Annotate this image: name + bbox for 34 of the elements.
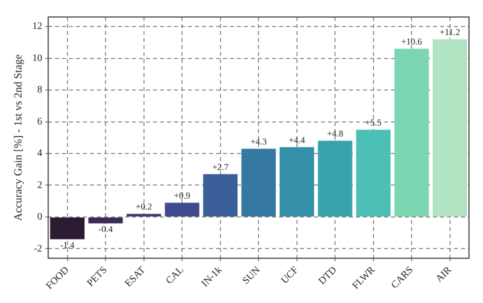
bar: [50, 217, 85, 240]
bar: [88, 217, 123, 224]
data-label: +5.5: [365, 118, 382, 128]
y-tick-label: 0: [37, 212, 42, 223]
data-label: +4.3: [250, 136, 268, 147]
data-label: +4.4: [288, 135, 306, 146]
x-tick-label: CAL: [164, 264, 186, 287]
data-label: +0.2: [136, 202, 152, 212]
data-label: +4.8: [326, 128, 344, 139]
data-label: +10.6: [401, 36, 423, 47]
data-label: -1.4: [60, 240, 75, 250]
y-tick-label: 8: [37, 84, 42, 96]
data-label: +0.9: [174, 190, 191, 201]
y-tick-label: 2: [37, 180, 42, 191]
y-tick-label: 10: [32, 52, 42, 64]
bar: [432, 39, 468, 216]
bar: [356, 130, 391, 216]
y-tick-label: -2: [34, 243, 42, 254]
bar: [280, 147, 314, 216]
y-tick-label: 4: [37, 148, 42, 160]
data-label: +2.7: [212, 162, 230, 172]
data-label: +11.2: [440, 27, 460, 38]
y-tick-label: 12: [32, 21, 42, 32]
bar: [164, 202, 200, 216]
data-label: -0.4: [98, 224, 114, 234]
bar: [241, 148, 276, 216]
y-axis-title: Accuracy Gain [%] - 1st vs 2nd Stage: [12, 54, 24, 221]
x-tick-label: UCF: [279, 264, 302, 286]
y-tick-label: 6: [37, 116, 42, 128]
bar: [126, 214, 162, 216]
bar: [394, 48, 429, 216]
x-tick-label: AIR: [434, 264, 454, 285]
bar: [203, 174, 238, 216]
bar: [318, 140, 352, 216]
